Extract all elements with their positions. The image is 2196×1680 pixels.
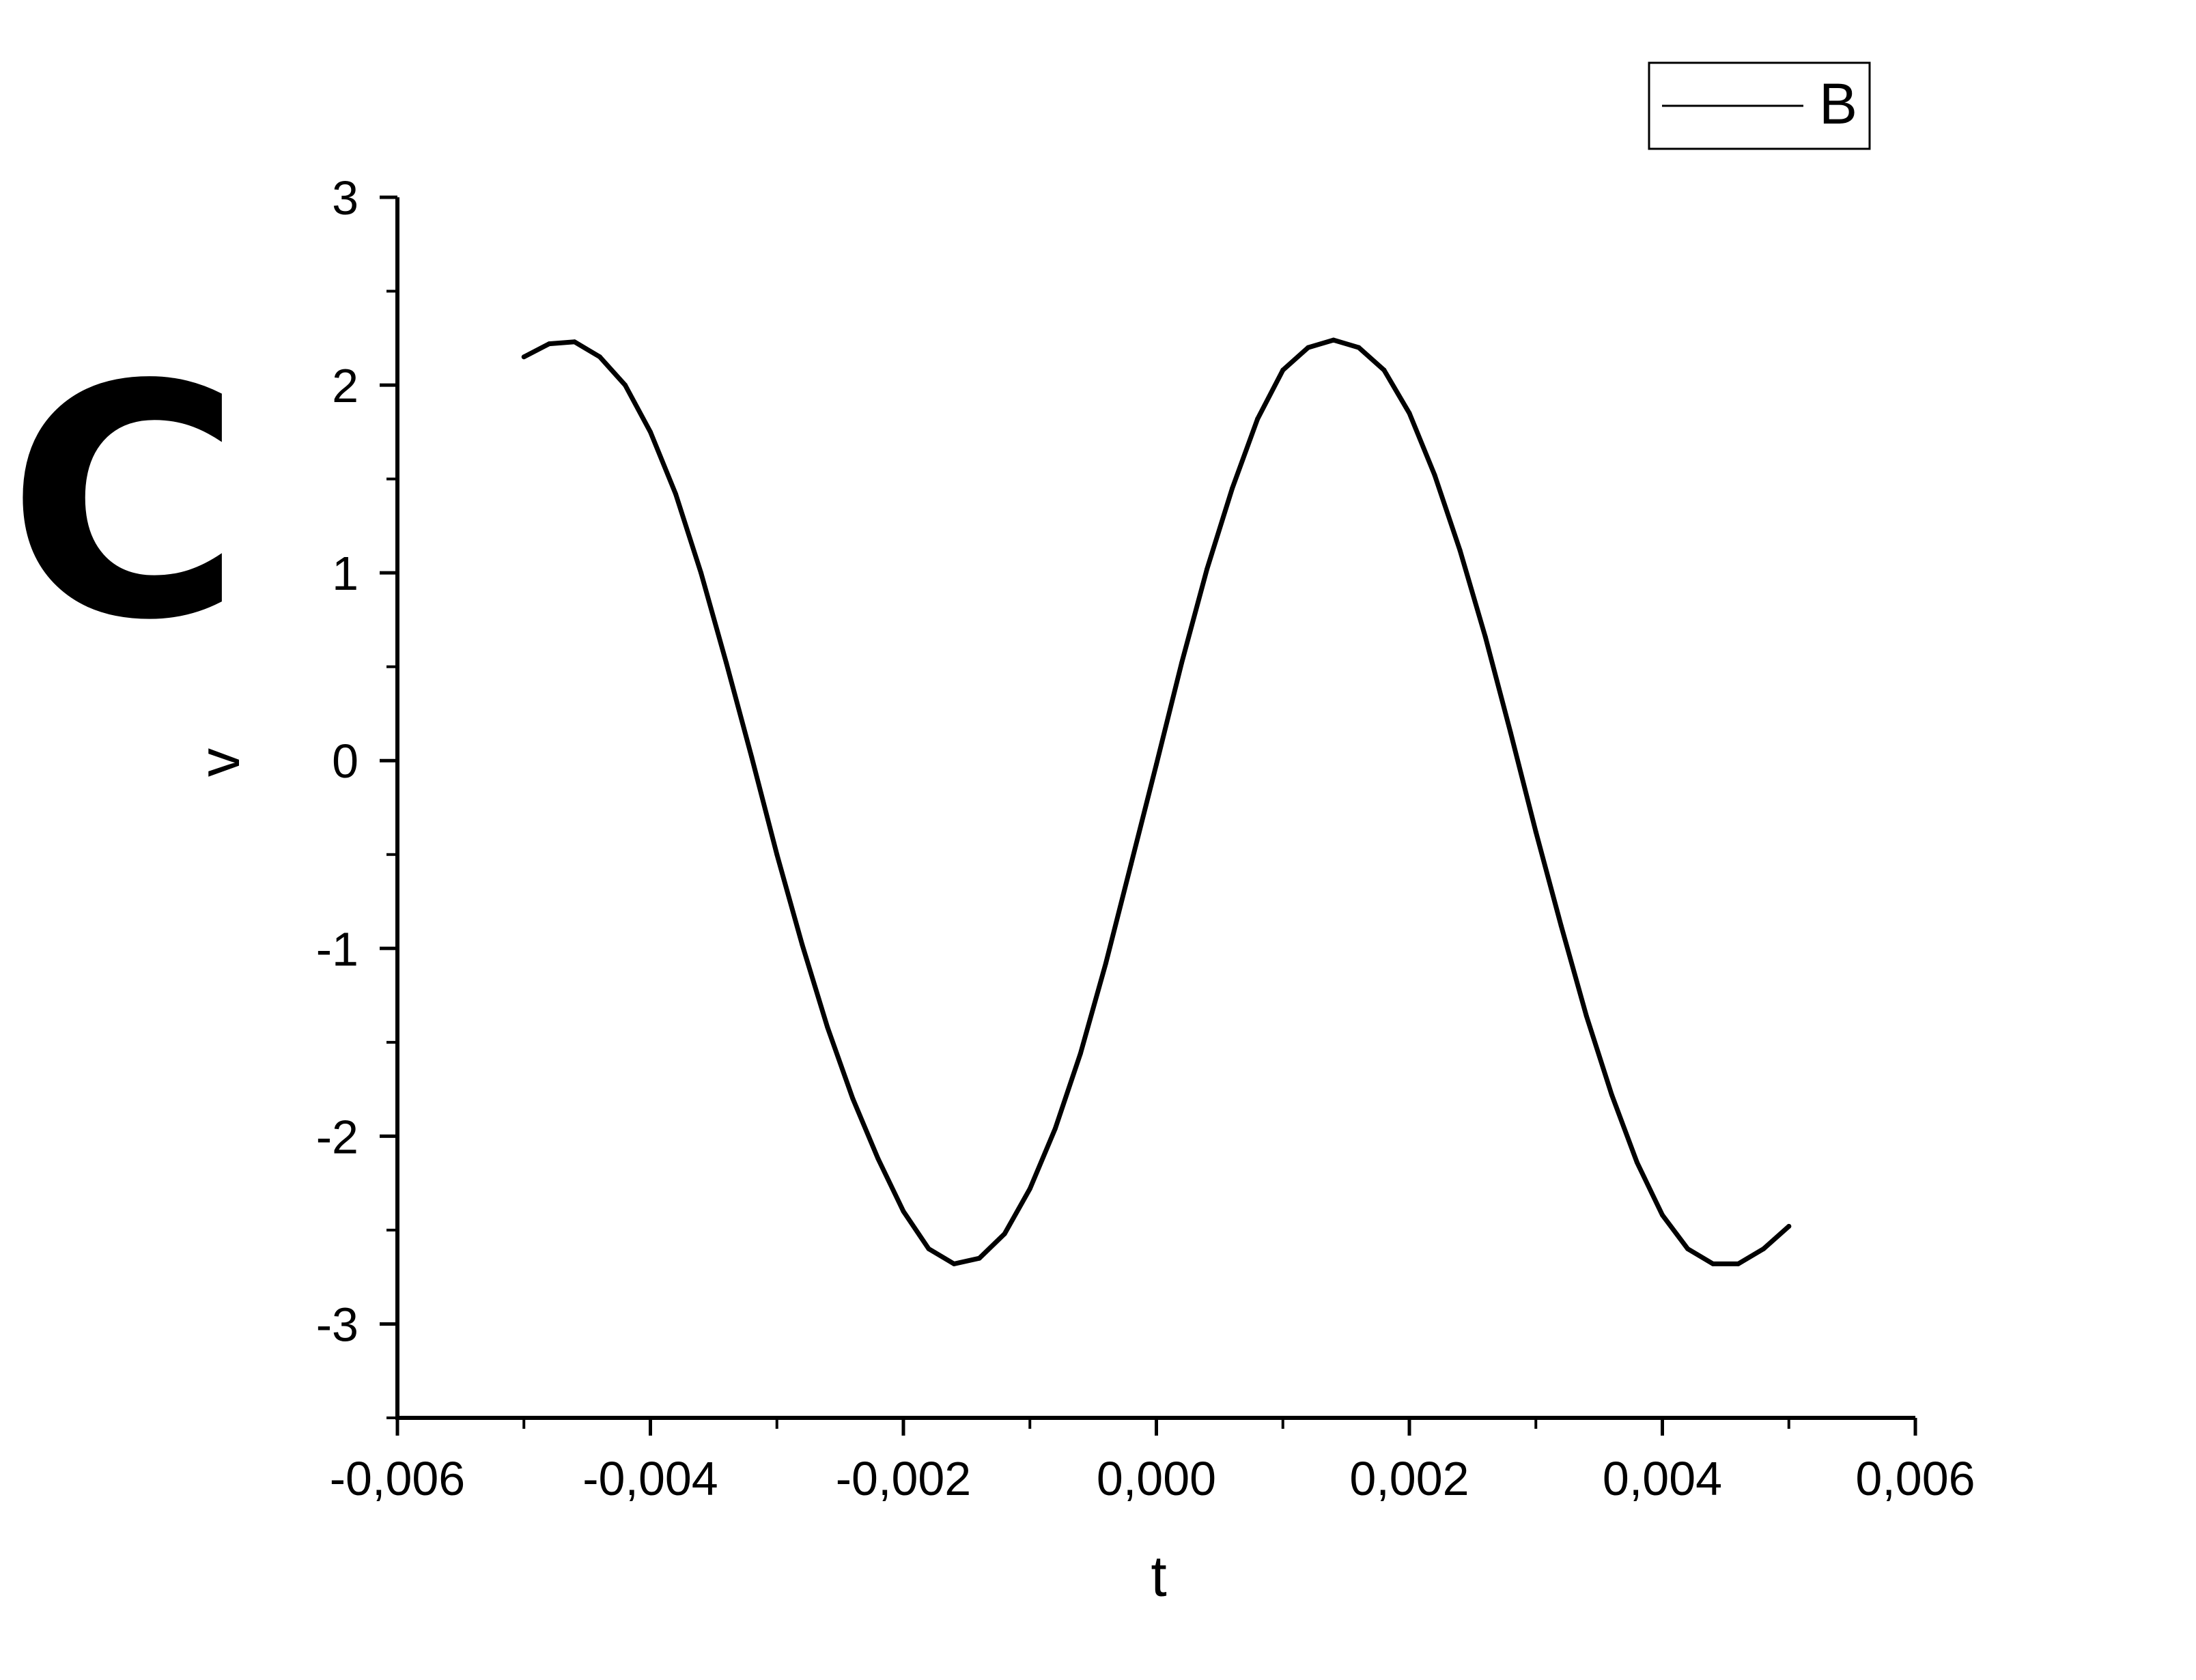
- data-point: [1255, 416, 1261, 422]
- data-point: [597, 354, 602, 360]
- data-point: [774, 852, 780, 857]
- data-point: [1407, 410, 1412, 416]
- data-point: [1306, 345, 1311, 350]
- data-point: [1685, 1246, 1691, 1251]
- x-tick-label: 0,006: [1855, 1452, 1975, 1505]
- data-point: [648, 429, 653, 435]
- data-point: [1052, 1126, 1058, 1131]
- data-point: [1205, 567, 1210, 572]
- data-point: [1280, 367, 1286, 373]
- x-axis-title: t: [1151, 1544, 1166, 1608]
- legend-label-b: B: [1819, 72, 1857, 136]
- data-point: [951, 1261, 957, 1266]
- data-point: [1736, 1261, 1741, 1266]
- y-tick-label: -3: [316, 1298, 358, 1351]
- data-point: [1381, 367, 1387, 373]
- data-point: [521, 354, 526, 360]
- data-point: [1533, 829, 1538, 835]
- data-point: [1583, 1013, 1589, 1019]
- data-point: [1457, 547, 1463, 553]
- data-point: [1711, 1261, 1716, 1266]
- data-point: [673, 492, 678, 497]
- data-point: [976, 1255, 982, 1261]
- data-point: [623, 382, 628, 388]
- data-point: [1103, 960, 1108, 966]
- data-point: [1761, 1246, 1766, 1251]
- x-tick-label: 0,002: [1349, 1452, 1469, 1505]
- data-point: [1356, 345, 1362, 350]
- y-tick-label: 1: [332, 547, 358, 600]
- panel-label: C: [7, 317, 242, 690]
- data-point: [1508, 730, 1513, 735]
- x-tick-label: 0,004: [1603, 1452, 1722, 1505]
- data-point: [1609, 1092, 1614, 1098]
- data-point: [800, 942, 805, 948]
- y-tick-label: 2: [332, 359, 358, 412]
- data-point: [1331, 337, 1336, 343]
- data-point: [699, 570, 704, 575]
- y-axis-title: v: [187, 748, 251, 777]
- data-point: [1129, 862, 1134, 866]
- y-tick-label: -2: [316, 1110, 358, 1163]
- data-point: [724, 660, 729, 666]
- data-point: [1558, 923, 1564, 928]
- data-point: [749, 754, 755, 760]
- y-tick-label: 3: [332, 171, 358, 225]
- data-point: [1027, 1186, 1032, 1191]
- data-point: [1432, 472, 1437, 478]
- data-point: [875, 1156, 881, 1161]
- x-tick-label: -0,004: [582, 1452, 718, 1505]
- data-point: [901, 1208, 906, 1214]
- data-point: [1154, 762, 1159, 767]
- x-tick-label: 0,000: [1097, 1452, 1216, 1505]
- series-line-b: [521, 337, 1792, 1266]
- data-point: [850, 1096, 856, 1101]
- data-point: [1002, 1231, 1007, 1236]
- data-point: [1179, 660, 1184, 666]
- data-point: [926, 1246, 931, 1251]
- data-point: [1482, 634, 1488, 640]
- data-point: [572, 339, 577, 345]
- y-tick-label: -1: [316, 922, 358, 976]
- data-point: [1660, 1212, 1665, 1218]
- data-point: [1230, 485, 1235, 491]
- x-tick-label: -0,002: [836, 1452, 971, 1505]
- x-tick-label: -0,006: [330, 1452, 465, 1505]
- data-point: [1786, 1223, 1792, 1229]
- data-point: [546, 341, 552, 347]
- legend: B: [1648, 61, 1871, 150]
- y-tick-label: 0: [332, 735, 358, 788]
- data-point: [1634, 1160, 1639, 1165]
- data-point: [825, 1025, 830, 1030]
- data-point: [1078, 1051, 1083, 1056]
